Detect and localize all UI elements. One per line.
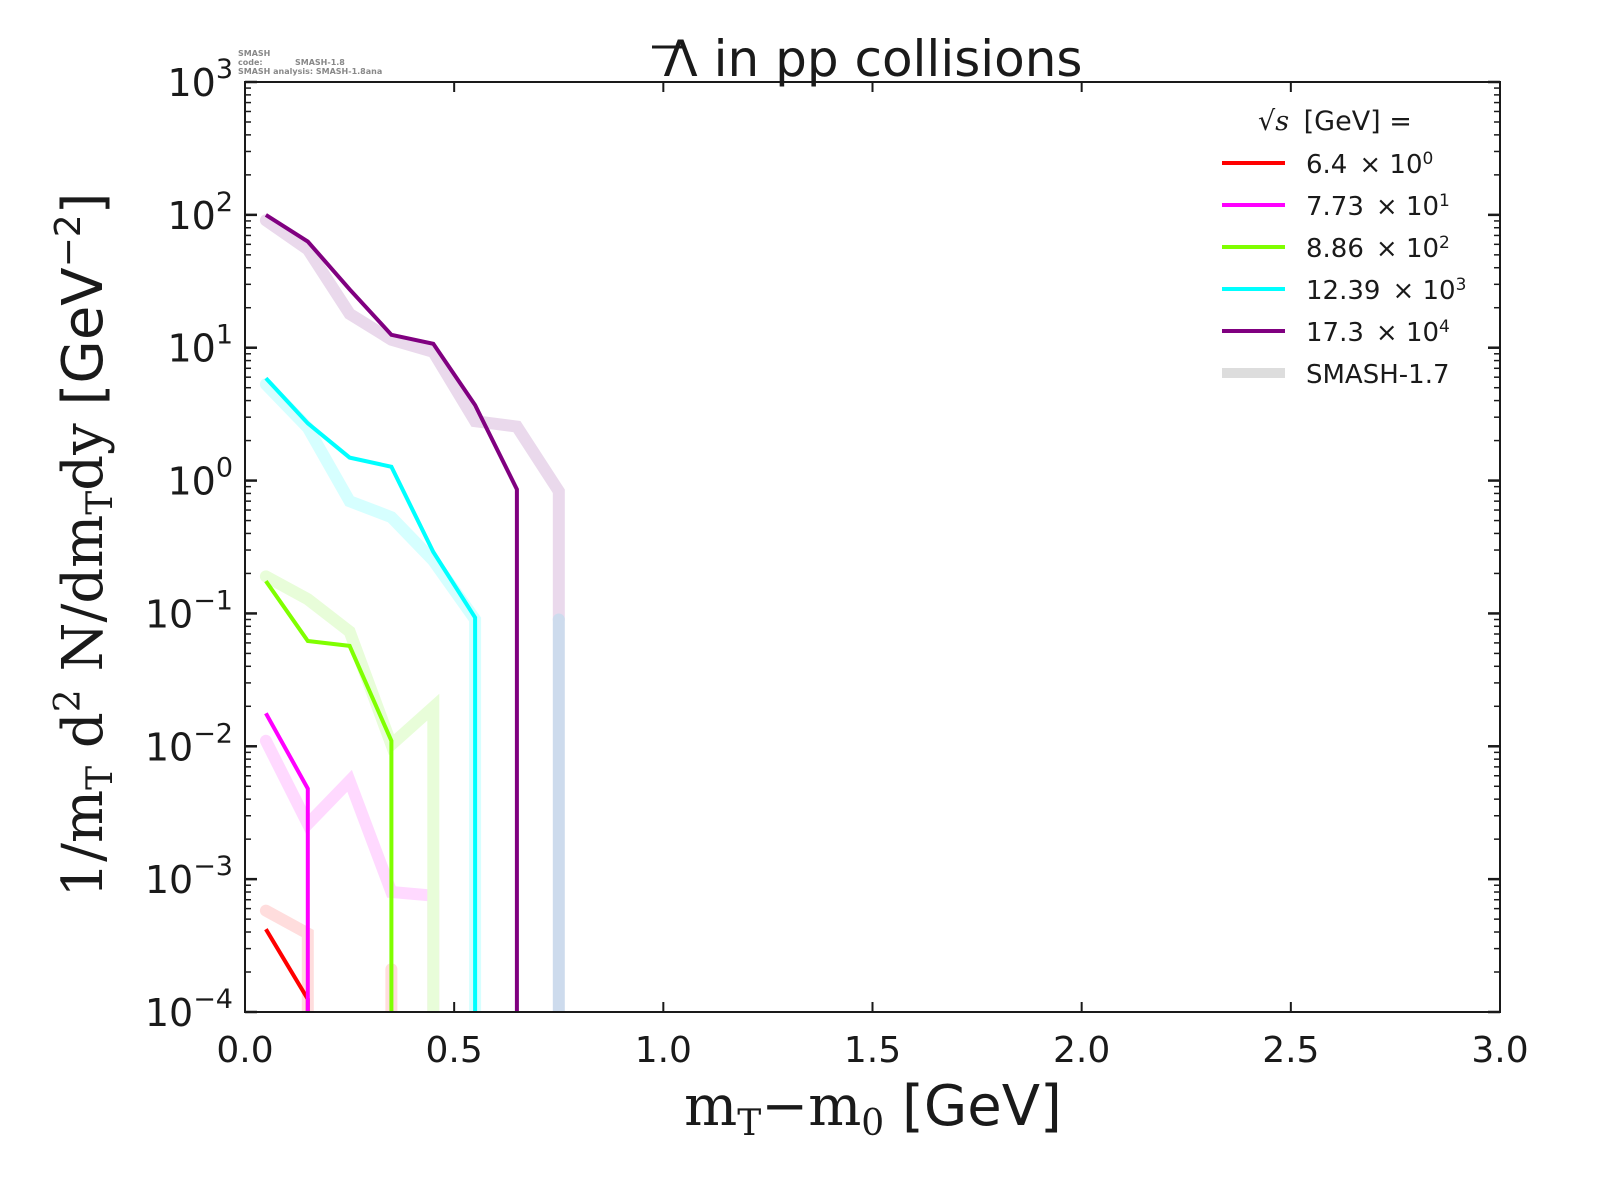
y-tick-base: 10	[167, 194, 215, 238]
version-watermark: SMASH code: SMASH-1.8 SMASH analysis: SMA…	[238, 49, 382, 76]
legend-exponent: 3	[1456, 275, 1467, 295]
ylabel-sup2: 2	[48, 689, 89, 712]
legend-label: SMASH-1.7	[1306, 360, 1450, 390]
y-tick-exponent: 0	[216, 453, 233, 484]
y-tick-exponent: 1	[216, 320, 233, 351]
legend-times: × 10	[1359, 150, 1422, 180]
ylabel-unit-sup: −2	[48, 214, 89, 267]
legend-mantissa: 7.73	[1306, 192, 1364, 222]
y-tick-base: 10	[145, 858, 193, 902]
x-tick-label: 2.0	[1053, 1030, 1110, 1071]
legend-mantissa: 8.86	[1306, 234, 1364, 264]
code-value: SMASH-1.8	[295, 58, 345, 67]
series-line-3	[264, 376, 478, 1012]
xlabel-minus-m: −m	[761, 1074, 861, 1139]
title-particle: Λ	[664, 30, 698, 88]
ylabel-close: ]	[51, 192, 116, 214]
title-rest: in pp collisions	[698, 30, 1083, 88]
xlabel-unit: [GeV]	[884, 1074, 1062, 1139]
y-tick-exponent: −3	[193, 851, 233, 882]
y-tick-label: 10−2	[145, 718, 233, 769]
chart-title: Λ in pp collisions	[664, 30, 1083, 88]
reference-line-5	[259, 904, 314, 1012]
x-axis-label: mT−m0 [GeV]	[684, 1074, 1062, 1144]
ylabel-part2: d	[51, 712, 116, 766]
x-tick-label: 2.5	[1262, 1030, 1319, 1071]
current-series-group	[264, 213, 519, 1012]
y-tick-label: 103	[167, 54, 233, 105]
series-line-4	[264, 213, 519, 1012]
series-line-1	[264, 712, 310, 1012]
y-axis-label: 1/mT d2 N/dmTdy [GeV−2]	[48, 192, 121, 897]
legend-exponent: 4	[1439, 317, 1450, 337]
y-tick-exponent: 3	[216, 54, 233, 85]
y-tick-label: 10−1	[145, 585, 233, 636]
reference-series-group	[259, 214, 565, 1012]
y-tick-label: 102	[167, 187, 233, 238]
legend-exponent: 1	[1439, 191, 1450, 211]
xlabel-sub-0: 0	[861, 1103, 884, 1144]
tick-labels: 0.0 0.5 1.0 1.5 2.0 2.5 3.010−410−310−210−1100…	[145, 54, 1529, 1071]
y-tick-base: 10	[167, 327, 215, 371]
reference-line-8	[259, 570, 440, 1012]
analysis-label: SMASH analysis:	[238, 67, 314, 76]
legend-times: × 10	[1392, 276, 1455, 306]
x-tick-label: 0.0	[216, 1030, 273, 1071]
x-tick-label: 1.5	[844, 1030, 901, 1071]
x-tick-label: 1.0	[635, 1030, 692, 1071]
legend-exponent: 0	[1423, 149, 1434, 169]
xlabel-m: m	[684, 1074, 737, 1139]
analysis-value: SMASH-1.8ana	[315, 67, 383, 76]
xlabel-sub-t: T	[737, 1103, 761, 1144]
y-tick-base: 10	[145, 592, 193, 636]
x-tick-label: 0.5	[426, 1030, 483, 1071]
legend-times: × 10	[1376, 234, 1439, 264]
reference-line-7	[259, 734, 440, 1012]
legend-label: 12.39 × 103	[1306, 275, 1466, 306]
legend-sqrt-s: √s	[1258, 106, 1289, 137]
ylabel-unit: [GeV	[51, 267, 116, 423]
x-tick-label: 3.0	[1471, 1030, 1528, 1071]
legend-mantissa: 6.4	[1306, 150, 1347, 180]
ylabel-part3: N/dm	[51, 515, 116, 690]
y-tick-exponent: 2	[216, 187, 233, 218]
y-tick-label: 10−4	[145, 984, 233, 1035]
legend-header: √s [GeV] =	[1258, 106, 1412, 137]
legend-exponent: 2	[1439, 233, 1450, 253]
y-tick-label: 100	[167, 453, 233, 504]
y-tick-exponent: −4	[193, 984, 233, 1015]
y-tick-exponent: −1	[193, 585, 233, 616]
y-tick-base: 10	[145, 991, 193, 1035]
y-tick-base: 10	[167, 460, 215, 504]
ylabel-part1: 1/m	[51, 790, 116, 898]
legend-label: 6.4 × 100	[1306, 149, 1433, 180]
series-line-2	[264, 579, 394, 1012]
reference-line-10	[259, 214, 565, 626]
legend-label: 8.86 × 102	[1306, 233, 1450, 264]
legend-header-text: [GeV] =	[1295, 106, 1412, 137]
ylabel-sub1: T	[80, 766, 121, 790]
y-tick-label: 101	[167, 320, 233, 371]
legend-mantissa: 12.39	[1306, 276, 1380, 306]
legend-times: × 10	[1376, 318, 1439, 348]
code-label: SMASH code:	[238, 49, 271, 67]
legend-label: 7.73 × 101	[1306, 191, 1450, 222]
y-tick-base: 10	[167, 61, 215, 105]
legend-label: 17.3 × 104	[1306, 317, 1450, 348]
legend-mantissa: 17.3	[1306, 318, 1364, 348]
y-tick-base: 10	[145, 725, 193, 769]
ylabel-sub2: T	[80, 491, 121, 515]
y-tick-exponent: −2	[193, 718, 233, 749]
ylabel-part4: dy	[51, 423, 116, 491]
legend-times: × 10	[1376, 192, 1439, 222]
axis-ticks	[244, 80, 1501, 1014]
y-tick-label: 10−3	[145, 851, 233, 902]
